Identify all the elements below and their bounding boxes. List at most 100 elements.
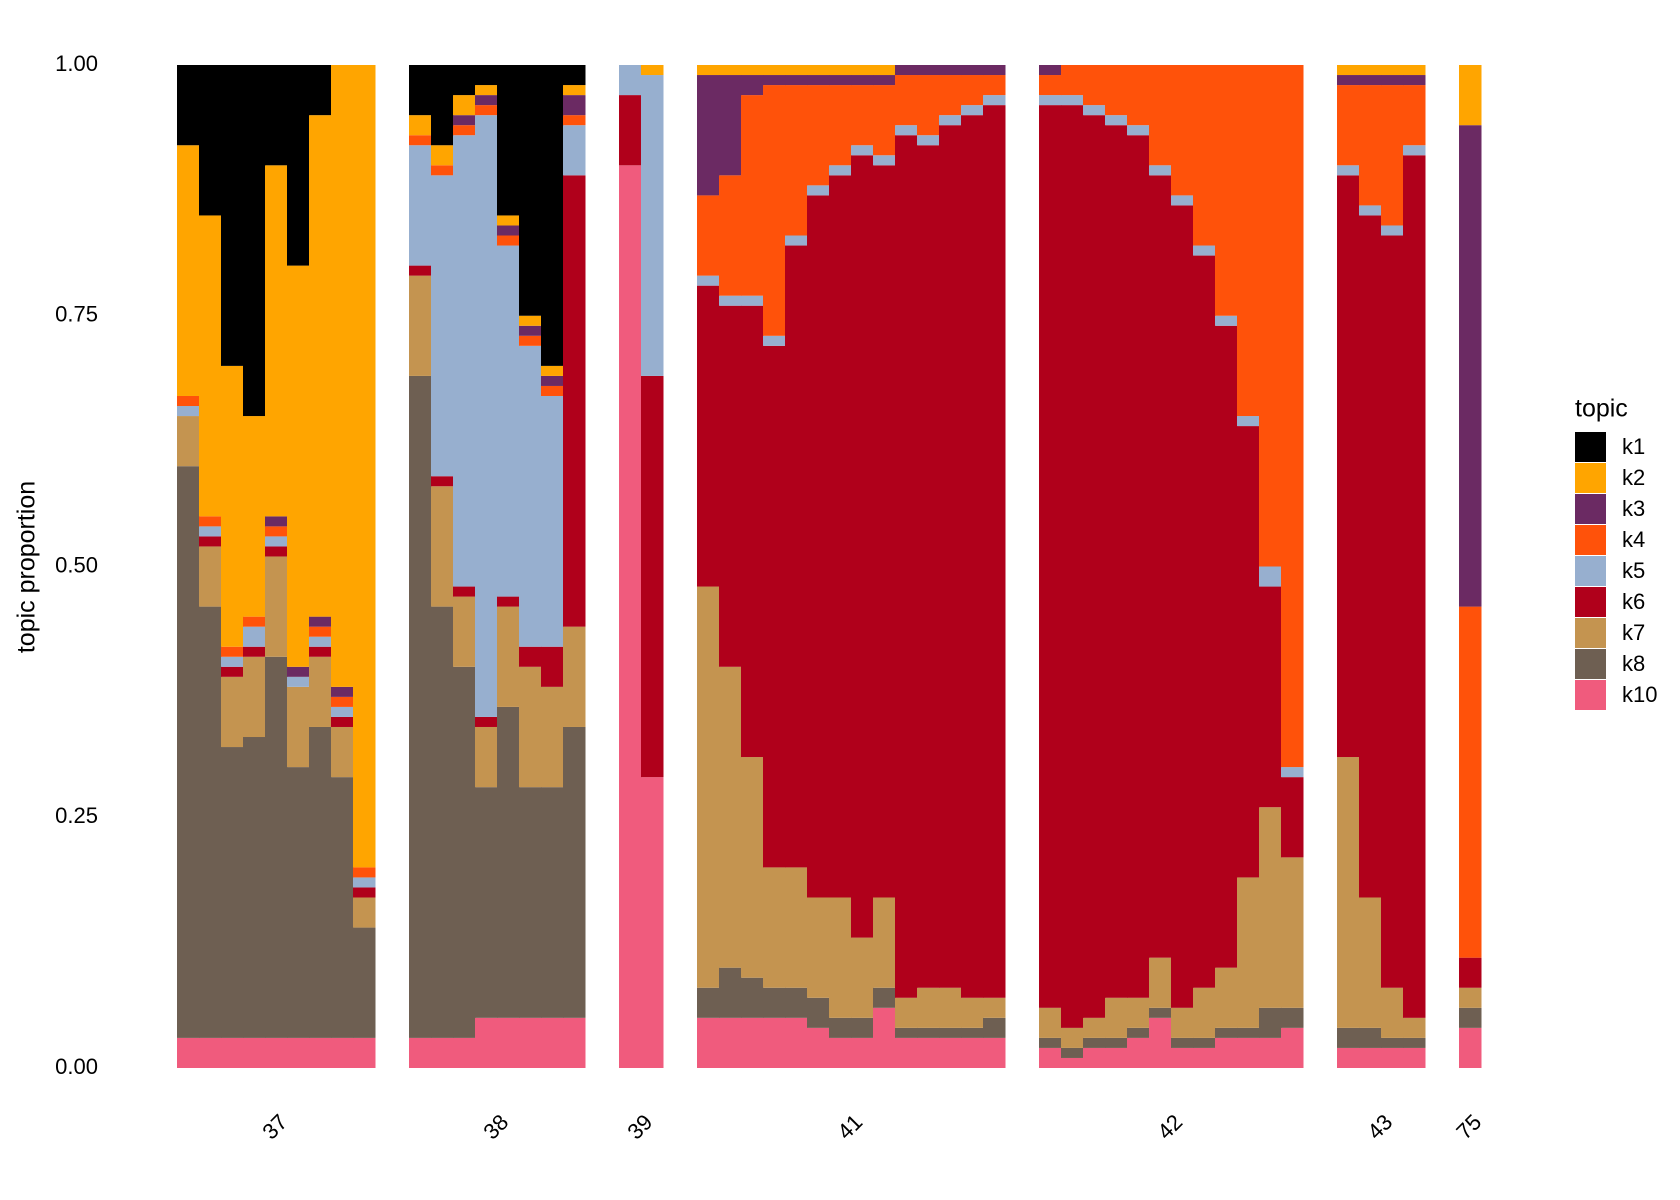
bar-segment <box>1359 75 1382 86</box>
bar-segment <box>309 1037 332 1068</box>
bar-segment <box>1039 75 1062 96</box>
bar-segment <box>641 777 664 1068</box>
bar-segment <box>177 416 200 467</box>
bar-segment <box>353 877 376 888</box>
bar-segment <box>983 105 1006 998</box>
bar-segment <box>199 215 222 517</box>
bar-segment <box>983 95 1006 106</box>
bar-segment <box>265 516 288 527</box>
bar-segment <box>873 987 896 1008</box>
bar-segment <box>895 1027 918 1038</box>
bar-segment <box>519 787 542 1018</box>
bar-segment <box>719 175 742 296</box>
bar-segment <box>873 85 896 156</box>
bar-segment <box>851 1037 874 1068</box>
bar-segment <box>697 75 720 196</box>
bar-segment <box>763 345 786 868</box>
legend-title: topic <box>1575 395 1628 423</box>
bar-segment <box>453 95 476 116</box>
bar-segment <box>895 125 918 136</box>
bar-segment <box>309 646 332 657</box>
bar-segment <box>353 1037 376 1068</box>
bar-segment <box>1149 65 1172 166</box>
y-tick-label: 0.00 <box>55 1054 98 1079</box>
bar-segment <box>1381 1037 1404 1048</box>
bar-segment <box>829 85 852 166</box>
bar-segment <box>1105 1037 1128 1048</box>
bar-segment <box>895 65 918 76</box>
y-tick-label: 0.50 <box>55 552 98 577</box>
bar-segment <box>331 65 354 687</box>
bar-segment <box>785 867 808 988</box>
bar-segment <box>309 115 332 617</box>
bar-segment <box>563 626 586 727</box>
bar-segment <box>961 75 984 106</box>
bar-segment <box>1215 325 1238 968</box>
bar-segment <box>697 65 720 76</box>
x-tick-label: 39 <box>622 1109 657 1144</box>
bar-segment <box>199 546 222 607</box>
bar-segment <box>961 1027 984 1038</box>
bar-segment <box>829 897 852 1018</box>
bar-segment <box>1171 1037 1194 1048</box>
bar-segment <box>763 867 786 988</box>
bar-segment <box>1337 757 1360 1028</box>
bar-segment <box>287 686 310 768</box>
bar-segment <box>1039 1007 1062 1038</box>
bar-segment <box>983 1017 1006 1038</box>
bar-segment <box>851 145 874 156</box>
bar-segment <box>1403 1017 1426 1038</box>
bar-segment <box>741 1017 764 1068</box>
legend-label: k1 <box>1622 434 1645 459</box>
bar-segment <box>719 1017 742 1068</box>
bar-segment <box>763 75 786 86</box>
bar-segment <box>453 596 476 667</box>
bar-segment <box>409 1037 432 1068</box>
bar-segment <box>519 325 542 336</box>
bar-segment <box>563 65 586 86</box>
bar-segment <box>431 175 454 477</box>
bar-segment <box>939 65 962 76</box>
bar-segment <box>475 85 498 96</box>
x-tick-label: 43 <box>1362 1109 1397 1144</box>
bar-segment <box>1403 155 1426 1018</box>
bar-segment <box>475 1017 498 1068</box>
bar-segment <box>541 385 564 396</box>
bar-segment <box>431 486 454 607</box>
bar-segment <box>785 235 808 246</box>
bar-segment <box>331 716 354 727</box>
bar-segment <box>895 135 918 998</box>
bar-segment <box>1083 65 1106 106</box>
bar-segment <box>1061 1047 1084 1058</box>
bar-segment <box>873 65 896 76</box>
bar-segment <box>1215 1037 1238 1068</box>
bar-segment <box>541 1017 564 1068</box>
bar-segment <box>641 75 664 376</box>
bar-segment <box>1459 606 1482 958</box>
bar-segment <box>309 636 332 647</box>
bar-segment <box>807 195 830 898</box>
bar-segment <box>287 265 310 667</box>
bar-segment <box>829 1037 852 1068</box>
bar-segment <box>1281 767 1304 778</box>
bar-segment <box>331 777 354 1038</box>
bar-segment <box>265 65 288 166</box>
bar-segment <box>961 1037 984 1068</box>
bar-segment <box>851 155 874 938</box>
bar-segment <box>563 115 586 126</box>
bar-segment <box>541 395 564 647</box>
bar-segment <box>1237 416 1260 427</box>
bar-segment <box>1105 65 1128 116</box>
bar-segment <box>1149 165 1172 176</box>
bar-segment <box>873 897 896 988</box>
bar-segment <box>1381 987 1404 1038</box>
bar-segment <box>309 656 332 727</box>
bar-segment <box>177 395 200 407</box>
bar-segment <box>221 365 244 647</box>
legend-swatch <box>1575 432 1606 462</box>
bar-segment <box>243 626 266 647</box>
bar-segment <box>177 466 200 1038</box>
bar-segment <box>1083 105 1106 116</box>
bar-segment <box>475 787 498 1018</box>
bar-segment <box>1193 65 1216 246</box>
